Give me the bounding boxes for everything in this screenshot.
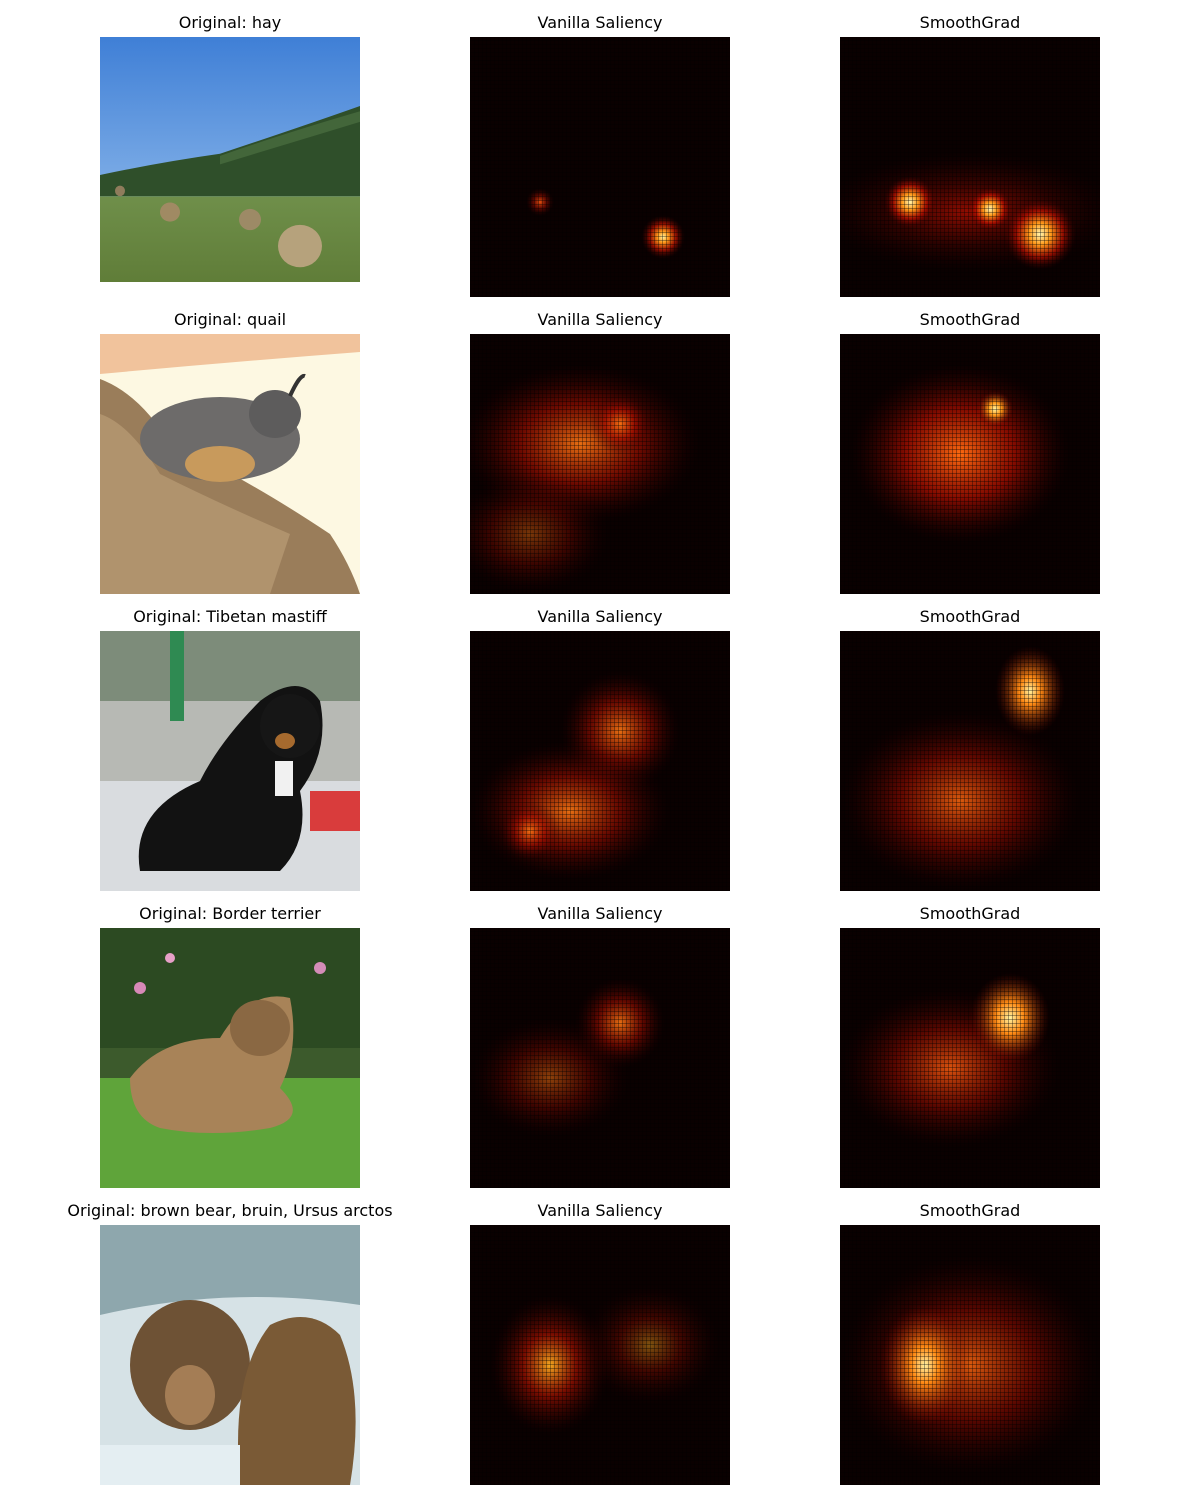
vanilla-saliency-bear: [470, 1225, 730, 1485]
vanilla-title-bear: Vanilla Saliency: [537, 1201, 663, 1220]
smoothgrad-title-quail: SmoothGrad: [919, 310, 1021, 329]
original-title-hay: Original: hay: [178, 13, 282, 32]
vanilla-saliency-terrier: [470, 928, 730, 1188]
smoothgrad-bear: [840, 1225, 1100, 1485]
original-title-terrier: Original: Border terrier: [139, 904, 321, 923]
smoothgrad-hay: [840, 37, 1100, 297]
vanilla-title-terrier: Vanilla Saliency: [537, 904, 663, 923]
vanilla-saliency-mastiff: [470, 631, 730, 891]
original-image-hay: [100, 37, 360, 282]
vanilla-title-mastiff: Vanilla Saliency: [537, 607, 663, 626]
smoothgrad-quail: [840, 334, 1100, 594]
vanilla-title-quail: Vanilla Saliency: [537, 310, 663, 329]
smoothgrad-title-hay: SmoothGrad: [919, 13, 1021, 32]
vanilla-title-hay: Vanilla Saliency: [537, 13, 663, 32]
original-image-bear: [100, 1225, 360, 1485]
smoothgrad-mastiff: [840, 631, 1100, 891]
original-image-terrier: [100, 928, 360, 1188]
original-title-bear: Original: brown bear, bruin, Ursus arcto…: [67, 1201, 393, 1220]
original-title-quail: Original: quail: [173, 310, 287, 329]
smoothgrad-terrier: [840, 928, 1100, 1188]
vanilla-saliency-quail: [470, 334, 730, 594]
original-title-mastiff: Original: Tibetan mastiff: [133, 607, 327, 626]
vanilla-saliency-hay: [470, 37, 730, 297]
smoothgrad-title-terrier: SmoothGrad: [919, 904, 1021, 923]
smoothgrad-title-bear: SmoothGrad: [919, 1201, 1021, 1220]
original-image-quail: [100, 334, 360, 594]
original-image-mastiff: [100, 631, 360, 891]
smoothgrad-title-mastiff: SmoothGrad: [919, 607, 1021, 626]
